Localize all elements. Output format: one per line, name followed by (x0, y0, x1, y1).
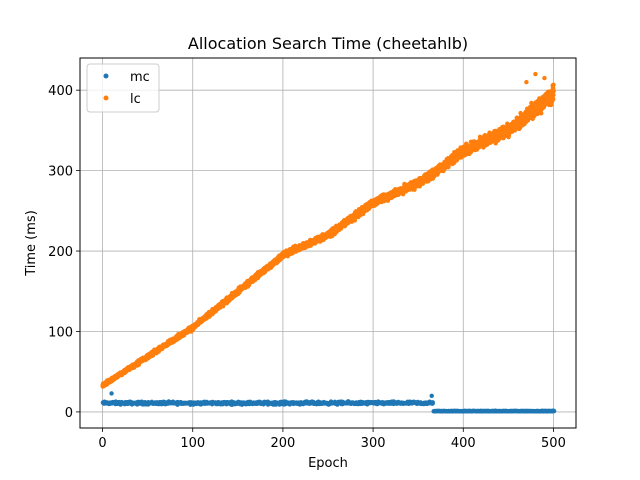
grid (80, 58, 576, 428)
mc-point (430, 401, 435, 406)
mc-point (109, 391, 114, 396)
chart-title: Allocation Search Time (cheetahlb) (188, 34, 468, 53)
data-points (100, 71, 557, 414)
mc-point (551, 408, 557, 414)
mc-point (429, 393, 434, 399)
lc-point (538, 110, 544, 116)
